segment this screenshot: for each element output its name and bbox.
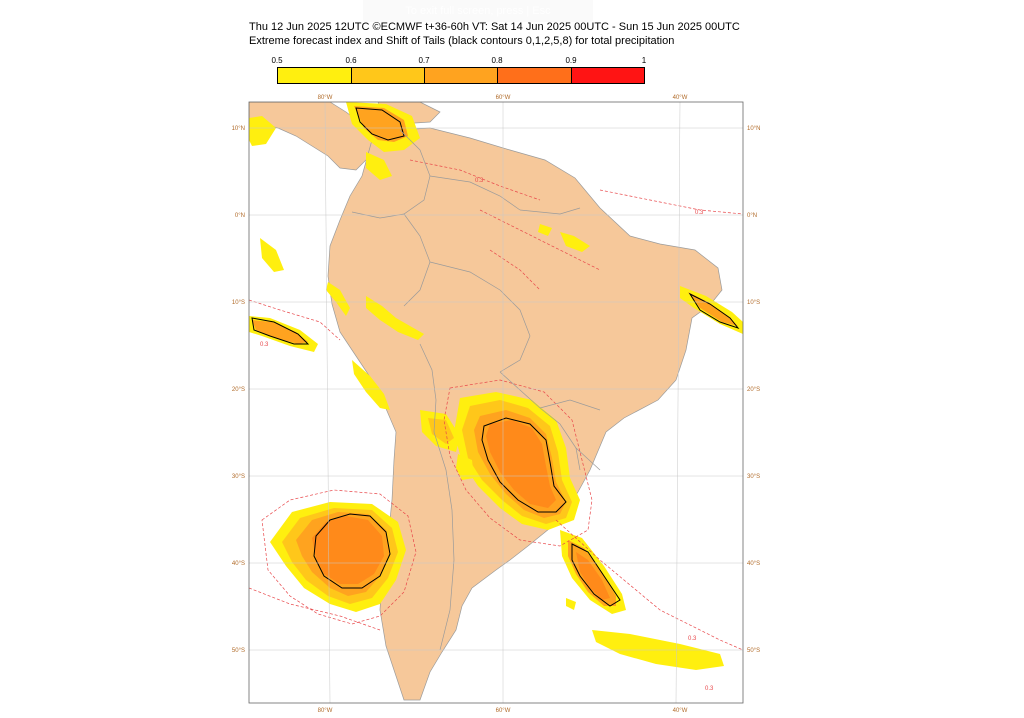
lat-label-right: 30°S (747, 474, 760, 480)
lat-label-right: 50°S (747, 648, 760, 654)
colorbar-segment (571, 67, 645, 84)
lon-label-top: 60°W (496, 95, 511, 101)
sot-contours (251, 107, 740, 607)
lat-label-left: 0°N (235, 213, 245, 219)
lat-label-right: 10°S (747, 300, 760, 306)
colorbar-legend: 0.5 0.6 0.7 0.8 0.9 1 (271, 56, 647, 88)
lat-label-right: 10°N (747, 126, 760, 132)
lat-label-right: 40°S (747, 561, 760, 567)
lat-label-left: 20°S (232, 387, 245, 393)
lon-label-top: 40°W (673, 95, 688, 101)
dashed-03-contours (249, 159, 743, 651)
lon-label-bottom: 40°W (673, 708, 688, 714)
colorbar-tick: 0.6 (345, 56, 357, 65)
country-borders (351, 129, 601, 651)
map-title-block: Thu 12 Jun 2025 12UTC ©ECMWF t+36-60h VT… (249, 20, 809, 48)
lat-label-right: 20°S (747, 387, 760, 393)
contour-value-label: 0.3 (688, 636, 697, 642)
colorbar-tick: 0.9 (565, 56, 577, 65)
lat-label-left: 50°S (232, 648, 245, 654)
colorbar-tick: 0.5 (271, 56, 283, 65)
lon-label-top: 80°W (318, 95, 333, 101)
contour-value-label: 0.3 (260, 342, 269, 348)
title-line-2: Extreme forecast index and Shift of Tail… (249, 35, 675, 47)
contour-value-label: 0.3 (695, 210, 704, 216)
graticule (249, 102, 743, 703)
lat-label-left: 40°S (232, 561, 245, 567)
colorbar-tick: 1 (641, 56, 647, 65)
lat-label-left: 10°N (232, 126, 245, 132)
lat-label-left: 10°S (232, 300, 245, 306)
fullscreen-exit-hint: To exit full screen, press | Esc (363, 0, 593, 22)
map-frame (248, 101, 744, 704)
colorbar-tick: 0.8 (491, 56, 503, 65)
contour-value-label: 0.3 (705, 686, 714, 692)
contour-value-label: 0.3 (475, 178, 484, 184)
lon-label-bottom: 60°W (496, 708, 511, 714)
efi-shading (249, 102, 743, 670)
colorbar-tick: 0.7 (418, 56, 430, 65)
lon-label-bottom: 80°W (318, 708, 333, 714)
lat-label-left: 30°S (232, 474, 245, 480)
title-line-1: Thu 12 Jun 2025 12UTC ©ECMWF t+36-60h VT… (249, 21, 740, 33)
lat-label-right: 0°N (747, 213, 757, 219)
